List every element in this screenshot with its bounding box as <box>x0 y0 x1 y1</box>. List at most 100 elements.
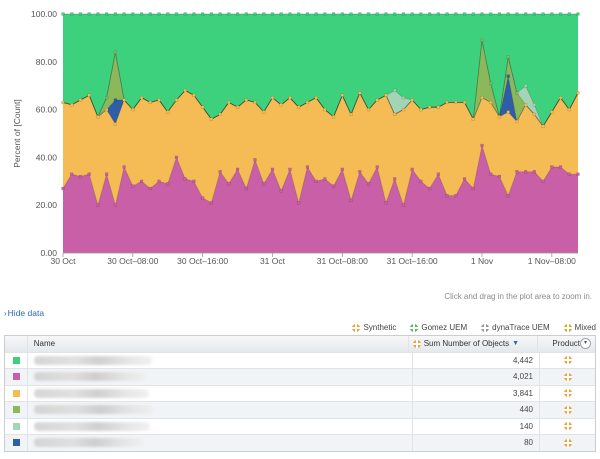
data-point <box>393 112 397 116</box>
data-point <box>166 110 170 114</box>
hide-data-link[interactable]: ›Hide data <box>4 308 44 318</box>
data-point <box>288 12 292 16</box>
data-point <box>410 98 414 102</box>
data-point <box>462 100 467 105</box>
data-point <box>393 88 397 93</box>
data-point <box>506 74 510 78</box>
data-point <box>113 50 117 54</box>
sum-column-header[interactable]: Sum Number of Objects ▼ <box>409 336 539 352</box>
data-point <box>148 186 152 191</box>
data-point <box>366 182 371 186</box>
data-point <box>122 12 126 16</box>
data-point <box>113 122 117 126</box>
legend-item-mixed[interactable]: Mixed <box>563 323 596 332</box>
data-point <box>366 107 371 112</box>
data-point <box>235 167 240 171</box>
data-point <box>541 179 545 183</box>
product-column-header[interactable]: Product ▾ <box>538 336 595 352</box>
data-point <box>227 100 231 105</box>
data-point <box>314 96 318 100</box>
data-point <box>288 167 292 171</box>
data-point <box>87 12 91 16</box>
table-row[interactable]: 4,021 <box>5 368 595 385</box>
data-point <box>497 174 502 179</box>
data-point <box>515 170 519 174</box>
legend-label: Synthetic <box>363 323 397 332</box>
data-point <box>235 12 240 16</box>
data-point <box>366 12 371 16</box>
data-point <box>436 12 440 16</box>
legend-item-dynatrace-uem[interactable]: dynaTrace UEM <box>481 323 550 332</box>
data-point <box>139 12 144 16</box>
legend-label: Gomez UEM <box>421 323 468 332</box>
data-point <box>454 12 458 16</box>
y-tick-label: 20.00 <box>36 200 58 210</box>
data-point <box>131 107 135 112</box>
data-point <box>532 170 536 174</box>
sum-cell: 4,442 <box>413 352 540 368</box>
data-point <box>436 105 440 109</box>
sum-cell: 140 <box>413 418 540 434</box>
data-point <box>497 115 502 119</box>
data-point <box>131 184 135 188</box>
data-point <box>314 12 318 16</box>
data-point <box>550 12 554 16</box>
data-point <box>401 96 406 100</box>
data-point <box>331 12 336 16</box>
data-point <box>515 12 519 16</box>
data-point <box>489 81 493 85</box>
data-point <box>183 88 187 93</box>
y-tick-label: 80.00 <box>36 57 58 67</box>
series-color-swatch <box>12 356 20 364</box>
data-point <box>139 96 144 100</box>
gomez-uem-icon <box>410 323 419 332</box>
redacted-name <box>34 355 152 365</box>
table-row[interactable]: 80 <box>5 434 595 451</box>
data-point <box>227 182 231 186</box>
table-row[interactable]: 3,841 <box>5 384 595 401</box>
synthetic-icon <box>563 356 572 365</box>
data-point <box>157 179 161 183</box>
series-color-swatch <box>12 406 20 414</box>
data-point <box>401 203 406 207</box>
data-point <box>524 12 528 16</box>
data-point <box>157 12 161 16</box>
series-area-2 <box>63 76 578 127</box>
table-header: Name Sum Number of Objects ▼ Product ▾ <box>5 336 595 352</box>
data-point <box>428 12 432 16</box>
data-point <box>471 117 475 121</box>
data-point <box>393 12 397 16</box>
data-point <box>541 124 545 128</box>
data-point <box>157 98 161 102</box>
y-tick-label: 40.00 <box>36 152 58 162</box>
data-point <box>201 12 205 16</box>
data-point <box>96 115 100 119</box>
legend-item-gomez-uem[interactable]: Gomez UEM <box>410 323 467 332</box>
data-point <box>61 186 65 191</box>
table-row[interactable]: 4,442 <box>5 351 595 368</box>
data-point <box>270 96 275 100</box>
data-point <box>244 98 248 102</box>
chart[interactable]: 0.00 20.00 40.00 60.00 80.00 100.00 Percent of… <box>0 0 600 290</box>
series-area-1 <box>63 90 578 206</box>
data-point <box>506 194 510 198</box>
table-row[interactable]: 440 <box>5 401 595 418</box>
sum-cell: 4,021 <box>413 369 540 385</box>
name-column-header[interactable]: Name <box>28 336 409 352</box>
data-point <box>436 172 440 176</box>
redacted-name <box>34 438 144 448</box>
legend-item-synthetic[interactable]: Synthetic <box>352 323 396 332</box>
data-point <box>393 177 397 181</box>
y-axis-title: Percent of [Count] <box>12 99 22 168</box>
sum-cell: 80 <box>413 435 540 451</box>
table-row[interactable]: 140 <box>5 417 595 434</box>
redacted-name <box>34 405 154 415</box>
column-menu-icon[interactable]: ▾ <box>580 338 591 350</box>
data-point <box>70 12 74 16</box>
data-point <box>384 201 388 205</box>
data-point <box>428 186 432 191</box>
data-point <box>262 182 266 186</box>
data-point <box>139 179 144 183</box>
data-point <box>349 112 353 116</box>
data-point <box>279 12 283 16</box>
